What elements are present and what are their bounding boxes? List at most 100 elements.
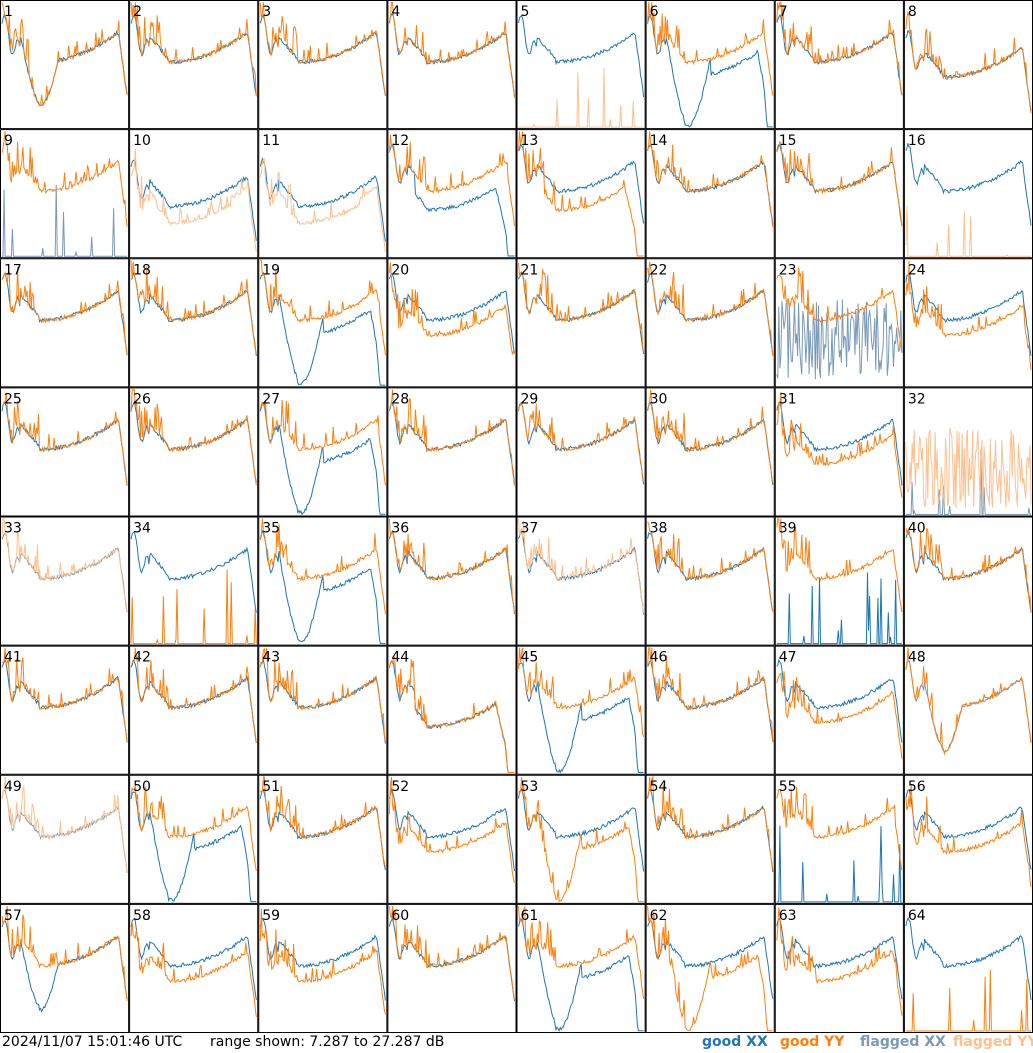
tile-17: 17 [0,258,130,388]
series-yy-25 [1,392,128,485]
tile-frame [645,129,775,259]
tile-label: 2 [133,4,142,20]
tile-18: 18 [129,258,259,388]
tile-frame [258,903,388,1033]
series-yy-5 [518,68,644,128]
range-text: range shown: 7.287 to 27.287 dB [210,1034,445,1050]
tile-62: 62 [645,903,775,1033]
series-xx-5 [518,15,645,98]
tile-1: 1 [0,0,130,130]
tile-34: 34 [129,516,259,646]
tile-label: 11 [262,133,280,149]
tile-36: 36 [387,516,517,646]
tile-frame [258,774,388,904]
tile-label: 36 [391,521,409,537]
series-xx-6 [647,13,773,128]
tile-label: 26 [133,391,151,407]
tile-frame [129,903,259,1033]
series-yy-3 [259,2,386,95]
tile-label: 23 [779,262,797,278]
tile-label: 58 [133,908,151,924]
tile-label: 20 [391,262,409,278]
tile-38: 38 [645,516,775,646]
tile-55: 55 [774,774,904,904]
series-xx-61 [518,918,644,1032]
series-xx-16 [905,143,1032,226]
tile-64: 64 [903,903,1033,1033]
tile-41: 41 [0,645,130,775]
tile-label: 31 [779,391,797,407]
tile-label: 47 [779,650,797,666]
series-yy-35 [259,518,386,615]
tile-30: 30 [645,387,775,517]
series-yy-54 [647,775,774,870]
tile-15: 15 [774,129,904,259]
tile-2: 2 [129,0,259,130]
series-yy-9 [1,131,128,227]
series-yy-1 [1,2,128,106]
tile-label: 43 [262,650,280,666]
series-yy-57 [1,906,128,1001]
tile-label: 21 [521,262,539,278]
series-yy-53 [518,776,644,903]
series-yy-16 [905,205,1031,257]
tile-29: 29 [516,387,646,517]
series-yy-33 [1,518,128,612]
series-xx-52 [388,786,515,871]
series-yy-31 [776,391,903,498]
series-yy-41 [1,647,128,742]
tile-16: 16 [903,129,1033,259]
series-yy-13 [518,131,644,257]
tile-frame [129,258,259,388]
tile-50: 50 [129,774,259,904]
series-yy-14 [647,131,774,228]
tile-54: 54 [645,774,775,904]
tile-frame [774,387,904,517]
series-xx-32 [905,449,1031,515]
tile-frame [129,516,259,646]
tile-58: 58 [129,903,259,1033]
tile-label: 52 [391,779,409,795]
tile-60: 60 [387,903,517,1033]
tile-28: 28 [387,387,517,517]
tile-label: 61 [521,908,539,924]
tile-11: 11 [258,129,388,259]
timestamp: 2024/11/07 15:01:46 UTC [2,1034,183,1050]
series-yy-58 [130,921,257,1018]
tile-label: 32 [908,391,926,407]
tile-9: 9 [0,129,130,259]
tile-23: 23 [774,258,904,388]
tile-45: 45 [516,645,646,775]
tile-label: 57 [4,908,22,924]
series-xx-14 [647,142,774,225]
tile-frame [129,129,259,259]
tile-label: 8 [908,4,917,20]
tile-label: 5 [521,4,530,20]
tile-frame [645,258,775,388]
tile-label: 59 [262,908,280,924]
tile-frame [387,516,517,646]
series-yy-2 [130,2,257,97]
tile-frame [774,903,904,1033]
series-yy-63 [776,907,903,1016]
series-yy-39 [776,518,903,612]
series-yy-27 [259,399,386,486]
tile-7: 7 [774,0,904,130]
tile-24: 24 [903,258,1033,388]
series-xx-12 [388,143,515,257]
series-xx-54 [647,788,774,873]
legend-good-yy: good YY [780,1034,845,1050]
tile-6: 6 [645,0,775,130]
tile-5: 5 [516,0,646,130]
tile-label: 19 [262,262,280,278]
tile-frame [645,645,775,775]
tile-label: 60 [391,908,409,924]
series-yy-62 [647,906,773,1032]
tile-frame [516,0,646,130]
series-yy-21 [518,262,645,353]
series-yy-42 [130,647,257,743]
tile-label: 45 [521,650,539,666]
tile-frame [387,129,517,259]
tile-46: 46 [645,645,775,775]
tile-frame [387,258,517,388]
